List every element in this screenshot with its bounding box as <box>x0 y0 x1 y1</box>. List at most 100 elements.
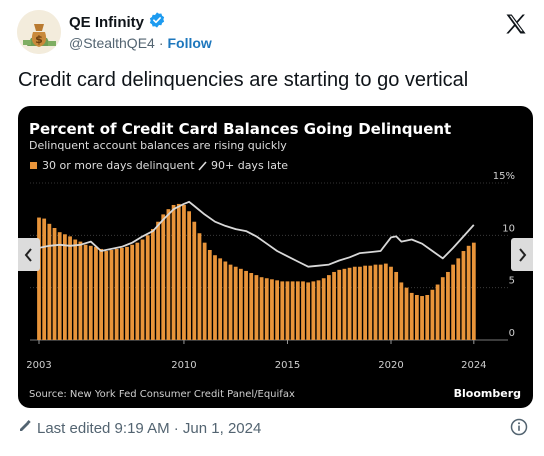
author-handle[interactable]: @StealthQE4 <box>69 35 155 51</box>
bar-30-days <box>446 271 450 340</box>
bar-30-days <box>202 242 207 340</box>
bar-30-days <box>104 251 109 340</box>
bar-30-days <box>150 229 155 340</box>
legend-item-30-days: 30 or more days delinquent <box>42 159 195 172</box>
y-tick-label: 15% <box>493 171 515 182</box>
chart-title: Percent of Credit Card Balances Going De… <box>29 120 451 138</box>
y-tick-label: 0 <box>509 328 515 339</box>
chevron-left-icon <box>24 247 32 262</box>
bar-30-days <box>140 239 145 340</box>
bar-30-days <box>425 294 430 340</box>
bar-30-days <box>238 268 243 340</box>
bar-30-days <box>182 204 186 340</box>
bar-30-days <box>332 271 336 340</box>
info-icon[interactable] <box>510 418 528 436</box>
bar-30-days <box>420 296 424 340</box>
x-logo-icon[interactable] <box>504 12 528 36</box>
bar-30-days <box>456 258 461 340</box>
bar-30-days <box>326 275 331 340</box>
pencil-icon <box>18 419 32 437</box>
bar-30-days <box>321 278 326 340</box>
delinquency-chart: Percent of Credit Card Balances Going De… <box>26 120 521 400</box>
bar-30-days <box>176 203 181 340</box>
bar-30-days <box>130 244 135 340</box>
bar-30-days <box>213 255 217 340</box>
bar-30-days <box>218 258 223 340</box>
bar-30-days <box>280 281 285 340</box>
bar-30-days <box>135 242 140 340</box>
legend-line-swatch <box>198 161 207 171</box>
author-avatar[interactable]: $ <box>17 10 61 54</box>
bar-30-days <box>435 284 440 340</box>
bar-30-days <box>285 281 290 340</box>
bar-30-days <box>244 270 248 340</box>
bar-30-days <box>57 232 62 340</box>
y-tick-label: 10 <box>502 223 515 234</box>
bar-30-days <box>207 249 212 340</box>
bar-30-days <box>187 211 192 340</box>
next-image-button[interactable] <box>511 238 533 271</box>
bar-30-days <box>228 264 233 340</box>
bar-30-days <box>125 246 129 340</box>
bar-30-days <box>192 221 197 340</box>
bar-30-days <box>37 217 41 340</box>
bar-30-days <box>295 281 300 340</box>
edit-history-link[interactable]: Last edited 9:19 AM · Jun 1, 2024 <box>37 419 262 437</box>
bar-30-days <box>378 264 383 340</box>
series-line-90-days <box>38 200 475 268</box>
bar-30-days <box>114 248 119 340</box>
bar-30-days <box>409 292 414 340</box>
bar-30-days <box>414 294 419 340</box>
bar-30-days <box>316 280 321 340</box>
bar-30-days <box>68 236 72 340</box>
bar-30-days <box>352 266 357 340</box>
bar-30-days <box>259 277 264 340</box>
bar-30-days <box>99 248 104 340</box>
legend-item-90-days: 90+ days late <box>211 159 288 172</box>
bar-30-days <box>62 234 67 340</box>
bar-30-days <box>347 267 352 340</box>
bar-30-days <box>223 261 228 340</box>
bar-30-days <box>119 247 124 340</box>
tweet-text: Credit card delinquencies are starting t… <box>18 69 469 91</box>
bar-30-days <box>466 245 471 340</box>
x-tick-label: 2010 <box>171 360 196 371</box>
tweet-media-chart[interactable]: Percent of Credit Card Balances Going De… <box>18 106 533 408</box>
bar-30-days <box>161 214 166 340</box>
handle-separator: · <box>158 35 164 51</box>
bar-30-days <box>358 266 362 340</box>
bar-30-days <box>342 268 347 340</box>
bar-30-days <box>197 233 202 340</box>
bar-30-days <box>42 218 47 340</box>
bar-30-days <box>47 223 52 340</box>
previous-image-button[interactable] <box>18 238 40 271</box>
bar-30-days <box>233 266 238 340</box>
bar-30-days <box>368 265 373 340</box>
author-name[interactable]: QE Infinity <box>69 14 144 31</box>
bar-30-days <box>471 242 476 340</box>
bar-30-days <box>166 209 171 340</box>
bar-30-days <box>337 269 342 340</box>
bar-30-days <box>156 221 160 340</box>
bar-30-days <box>363 265 368 340</box>
bar-30-days <box>109 249 114 340</box>
bar-30-days <box>373 264 378 340</box>
bar-30-days <box>306 282 311 340</box>
bar-30-days <box>461 251 466 340</box>
money-bag-avatar-image: $ <box>17 10 61 54</box>
bar-30-days <box>290 281 295 340</box>
bar-30-days <box>249 273 254 340</box>
follow-button[interactable]: Follow <box>167 35 212 51</box>
bar-30-days <box>264 278 269 340</box>
bar-30-days <box>270 279 274 340</box>
x-tick-label: 2015 <box>275 360 300 371</box>
bar-30-days <box>404 287 409 340</box>
svg-text:$: $ <box>35 33 43 46</box>
bar-30-days <box>383 263 388 340</box>
bar-30-days <box>311 281 316 340</box>
bar-30-days <box>88 245 93 340</box>
bar-30-days <box>301 281 305 340</box>
bar-30-days <box>275 280 280 340</box>
chart-source: Source: New York Fed Consumer Credit Pan… <box>29 389 295 400</box>
bar-30-days <box>399 282 404 340</box>
